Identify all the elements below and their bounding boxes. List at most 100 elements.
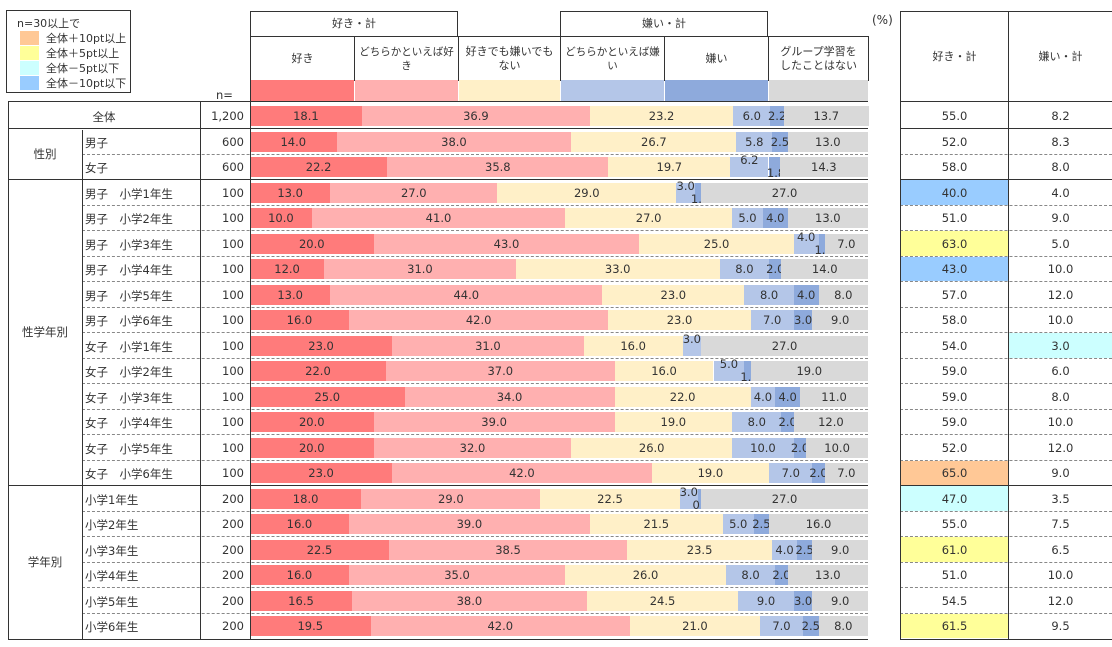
bar-value-label: 29.0	[573, 185, 600, 200]
bar-value-label: 29.0	[438, 491, 464, 506]
bar-value-label: 3.0	[793, 593, 813, 608]
bar-value-label: 16.0	[286, 517, 313, 532]
bar-segment-3	[651, 463, 770, 484]
row-label: 女子	[85, 161, 108, 176]
group-label: 学年別	[27, 554, 63, 569]
summary-like-value: 57.0	[941, 287, 968, 302]
bar-value-label: 35.8	[485, 160, 511, 175]
bar-segment-5	[775, 565, 788, 586]
column-header: 好きでも嫌いでも ない	[458, 36, 561, 81]
bar-segment-6	[787, 565, 868, 586]
bar-segment-5	[781, 412, 794, 433]
bar-value-label: 27.0	[635, 211, 662, 226]
summary-row-divider	[900, 536, 1112, 537]
summary-row-divider	[900, 408, 1112, 410]
bar-segment-4	[730, 157, 769, 178]
bar-value-label: 42.0	[487, 619, 514, 634]
bar-value-label: 14.0	[811, 262, 838, 277]
bar-value-label: 2.0	[790, 440, 810, 455]
legend-item-minus10: 全体－10pt以下	[20, 76, 126, 90]
summary-row-divider	[900, 485, 1112, 486]
summary-like-value: 51.0	[941, 568, 968, 583]
summary-row-divider	[900, 153, 1112, 155]
bar-value-label: 16.0	[651, 364, 677, 379]
bar-value-label: 23.2	[648, 108, 675, 123]
column-divider	[250, 11, 251, 101]
bar-segment-3	[614, 361, 714, 382]
bar-value-label: 22.5	[306, 542, 333, 557]
summary-dislike-cell	[1009, 333, 1112, 358]
bar-segment-4	[759, 616, 804, 637]
bar-segment-4	[750, 310, 794, 331]
color-strip-6	[769, 80, 868, 101]
bar-segment-5	[744, 361, 751, 382]
bar-segment-6	[793, 412, 868, 433]
bar-segment-2	[373, 437, 572, 458]
legend-swatch	[20, 46, 39, 60]
bar-segment-4	[769, 463, 813, 484]
bar-segment-4	[793, 233, 819, 254]
bar-segment-1	[250, 208, 312, 229]
bar-value-label: 9.0	[831, 593, 850, 608]
row-n: 200	[222, 491, 244, 506]
bar-value-label: 13.0	[815, 568, 841, 583]
bar-segment-4	[679, 488, 699, 509]
bar-value-label: 14.3	[811, 160, 837, 175]
bar-segment-4	[682, 335, 702, 356]
summary-like-value: 55.0	[941, 517, 968, 532]
bar-value-label: 7.0	[772, 619, 791, 634]
row-label: 男子 小学4年生	[85, 263, 173, 278]
bar-segment-4	[772, 539, 797, 560]
bar-value-label: 38.0	[456, 593, 483, 608]
bar-segment-2	[348, 514, 590, 535]
bar-value-label: 42.0	[465, 313, 492, 328]
n-header: n=	[216, 88, 233, 102]
bar-segment-3	[608, 157, 731, 178]
bar-segment-5	[694, 182, 702, 203]
group-label: 性学年別	[22, 325, 68, 339]
color-strip-3	[459, 80, 560, 101]
row-n: 200	[222, 619, 244, 634]
bar-segment-3	[602, 284, 745, 305]
bar-segment-3	[571, 131, 737, 152]
bar-value-label: 39.0	[481, 415, 507, 430]
row-divider	[82, 561, 868, 563]
summary-like-value: 61.5	[941, 619, 968, 634]
bar-value-label: 27.0	[771, 338, 798, 353]
summary-dislike-value: 3.0	[1051, 338, 1070, 353]
row-label: 女子 小学4年生	[85, 416, 173, 431]
row-label: 全体	[92, 109, 116, 124]
summary-like-cell	[901, 256, 1008, 281]
bar-value-label: 13.7	[813, 108, 840, 123]
bar-segment-4	[750, 386, 776, 407]
bar-segment-6	[812, 310, 868, 331]
bar-value-label: 3.0	[676, 178, 695, 193]
legend-label: 全体－5pt以下	[46, 62, 120, 75]
bar-segment-5	[812, 463, 825, 484]
bar-value-label: 27.0	[400, 185, 427, 200]
summary-dislike-value: 8.0	[1051, 160, 1070, 175]
bar-segment-1	[250, 437, 374, 458]
bar-segment-6	[787, 131, 868, 152]
bar-value-label: 38.0	[441, 134, 467, 149]
color-strip-1	[251, 80, 354, 101]
bar-value-label: 35.0	[444, 568, 470, 583]
row-divider	[8, 101, 868, 102]
bar-segment-2	[336, 131, 572, 152]
bar-segment-1	[250, 463, 393, 484]
row-label: 女子 小学5年生	[85, 441, 173, 456]
bar-value-label: 2.0	[772, 568, 791, 583]
legend: n=30以上で 全体＋10pt以上 全体＋5pt以上 全体－5pt以下 全体－1…	[6, 10, 131, 93]
bar-value-label: 22.0	[669, 389, 696, 404]
summary-dislike-value: 10.0	[1047, 415, 1074, 430]
bar-segment-3	[497, 182, 677, 203]
bar-value-label: 24.5	[649, 593, 676, 608]
legend-label: 全体－10pt以下	[46, 77, 127, 90]
column-header: どちらかといえば好き	[354, 36, 459, 81]
summary-like-value: 52.0	[941, 134, 968, 149]
column-header-text: グループ学習を	[780, 44, 857, 58]
summary-like-value: 61.0	[941, 542, 968, 557]
bar-segment-1	[250, 335, 393, 356]
bar-value-label: 2.5	[801, 619, 820, 634]
unit-label: (%)	[872, 13, 893, 27]
